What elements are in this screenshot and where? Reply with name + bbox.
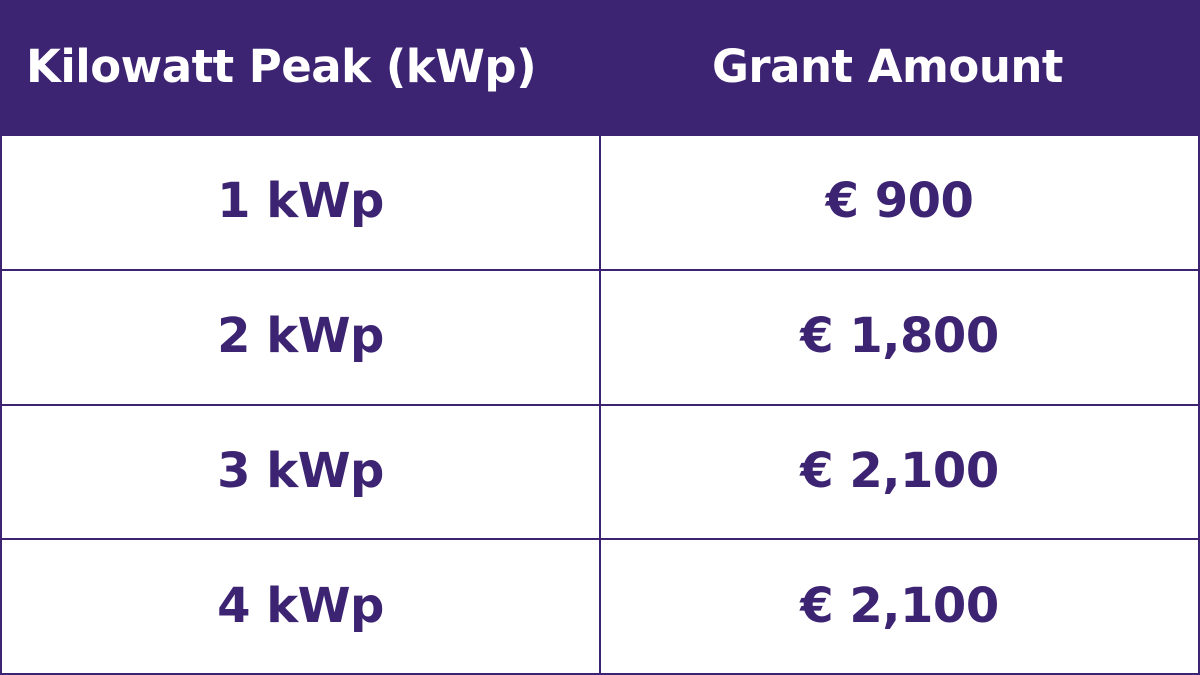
grant-amount-cell: € 900 [825,173,974,230]
header-kilowatt-peak: Kilowatt Peak (kWp) [26,39,537,93]
table-header-row: Kilowatt Peak (kWp) Grant Amount [0,0,1200,136]
table-row: 3 kWp € 2,100 [2,403,1198,539]
kwp-cell: 2 kWp [2,270,601,404]
table-row: 1 kWp € 900 [2,136,1198,269]
table-row: 2 kWp € 1,800 [2,268,1198,404]
header-grant-amount: Grant Amount [712,39,1063,93]
table-row: 4 kWp € 2,100 [2,538,1198,673]
grant-amount-cell: € 2,100 [800,442,999,499]
grant-amount-cell: € 2,100 [800,577,999,634]
kwp-cell: 1 kWp [2,136,601,269]
table-body: 1 kWp € 900 2 kWp € 1,800 3 kWp € 2,100 … [0,136,1200,675]
kwp-cell: 3 kWp [2,405,601,539]
kwp-cell: 4 kWp [2,540,601,673]
grant-amount-cell: € 1,800 [800,308,999,365]
